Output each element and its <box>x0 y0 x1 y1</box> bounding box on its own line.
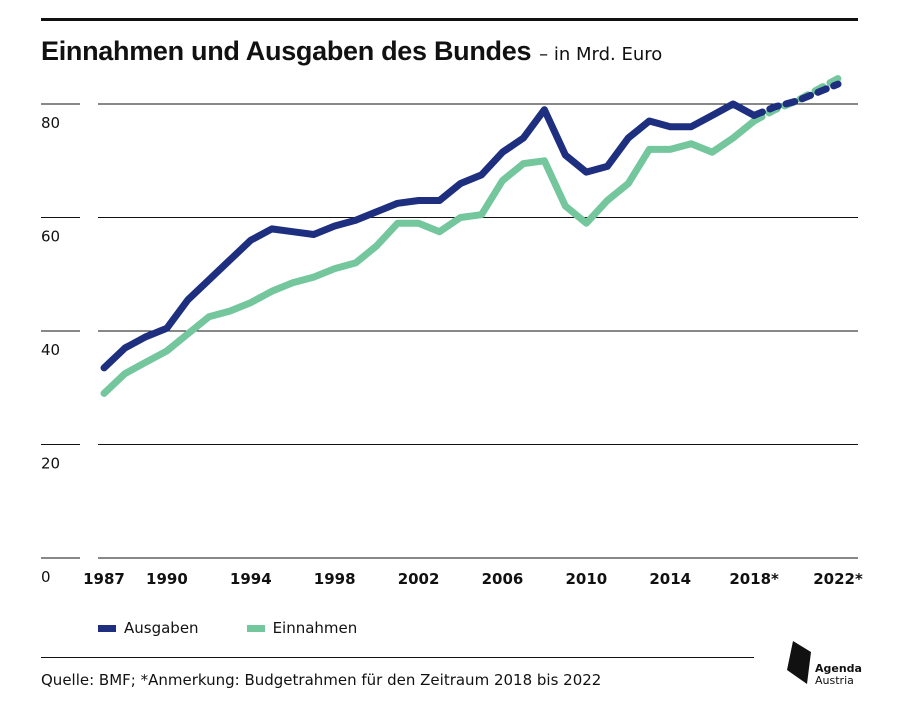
y-tick-label-40: 40 <box>41 341 60 359</box>
x-tick-label-1994: 1994 <box>230 570 272 588</box>
x-tick-label-2022: 2022* <box>813 570 863 588</box>
y-tick-label-20: 20 <box>41 455 60 473</box>
x-tick-label-1987: 1987 <box>83 570 125 588</box>
agenda-austria-logo <box>787 641 811 684</box>
y-tick-label-0: 0 <box>41 568 51 586</box>
series-line-einnahmen <box>100 117 758 397</box>
y-tick-label-60: 60 <box>41 228 60 246</box>
chart-title-text: Einnahmen und Ausgaben des Bundes <box>41 36 532 66</box>
top-rule <box>41 18 858 21</box>
chart-title: Einnahmen und Ausgaben des Bundes – in Mr… <box>41 36 662 67</box>
legend-swatch-ausgaben <box>98 624 116 632</box>
chart-unit: – in Mrd. Euro <box>539 44 663 65</box>
logo-line2: Austria <box>815 674 854 687</box>
logo-line1: Agenda <box>815 662 862 675</box>
legend: Ausgaben Einnahmen <box>98 619 357 637</box>
legend-label-ausgaben: Ausgaben <box>124 619 199 637</box>
y-tick-label-80: 80 <box>41 114 60 132</box>
series-line-ausgaben <box>100 100 758 372</box>
legend-label-einnahmen: Einnahmen <box>272 619 358 637</box>
series-projection-ausgaben <box>750 80 842 119</box>
x-tick-label-2006: 2006 <box>482 570 524 588</box>
legend-swatch-einnahmen <box>246 624 265 632</box>
x-tick-label-2014: 2014 <box>649 570 691 588</box>
series-projection-einnahmen <box>750 75 842 125</box>
x-tick-label-2010: 2010 <box>565 570 607 588</box>
legend-item-ausgaben: Ausgaben <box>98 619 199 637</box>
logo-mark-icon <box>787 641 811 684</box>
legend-item-einnahmen: Einnahmen <box>246 619 358 637</box>
x-tick-label-2018: 2018* <box>729 570 779 588</box>
x-tick-label-1998: 1998 <box>314 570 356 588</box>
x-tick-label-2002: 2002 <box>398 570 440 588</box>
bottom-rule <box>41 657 754 658</box>
source-note: Quelle: BMF; *Anmerkung: Budgetrahmen fü… <box>41 671 602 689</box>
logo-text: Agenda Austria <box>815 663 862 687</box>
x-tick-label-1990: 1990 <box>146 570 188 588</box>
